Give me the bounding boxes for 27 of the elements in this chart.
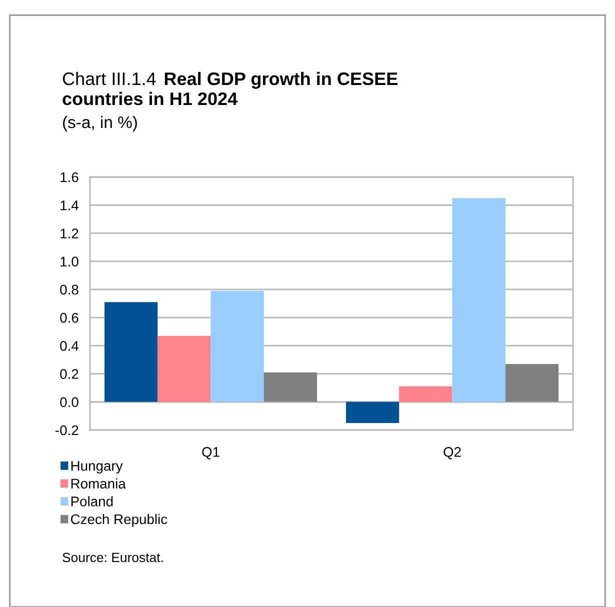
legend-label: Czech Republic (70, 514, 168, 527)
x-tick-label: Q1 (202, 447, 220, 460)
y-tick-label: 0.6 (60, 312, 78, 323)
bar (264, 372, 318, 402)
y-tick-label: 1.4 (60, 200, 78, 210)
bar (452, 198, 506, 402)
bar (346, 402, 400, 423)
legend-label: Hungary (71, 461, 123, 474)
source-note: Source: Eurostat. (62, 552, 163, 562)
bar (505, 364, 559, 402)
legend-label: Romania (71, 478, 126, 489)
y-tick-label: 1.6 (60, 172, 78, 182)
bar (158, 336, 211, 402)
y-tick-label: -0.2 (56, 425, 78, 436)
bar (399, 386, 452, 402)
y-tick-label: 1.0 (60, 256, 78, 267)
x-tick-label: Q2 (444, 447, 461, 460)
y-tick-label: 0.2 (60, 369, 78, 379)
y-tick-label: 0.4 (60, 341, 78, 351)
legend-label: Poland (71, 496, 113, 506)
bar (210, 290, 264, 402)
y-tick-label: 0.8 (60, 284, 78, 295)
y-tick-label: 1.2 (60, 228, 78, 238)
chart-title: Chart III.1.4 Real GDP growth in CESEE countries in H1 2024 (62, 72, 398, 106)
bar (104, 302, 158, 402)
chart-subtitle: (s-a, in %) (63, 116, 137, 132)
y-tick-label: 0.0 (60, 397, 78, 408)
